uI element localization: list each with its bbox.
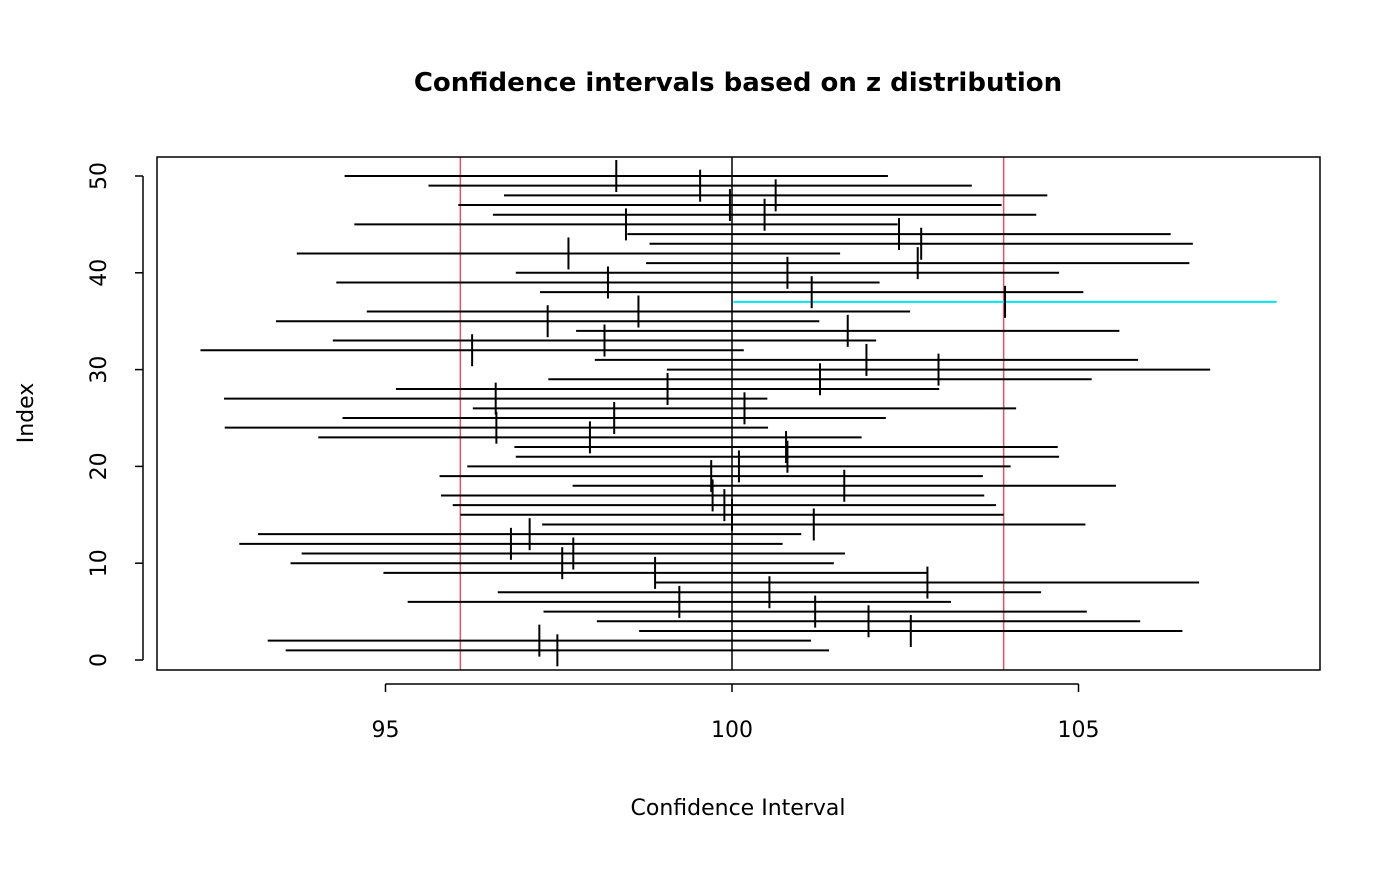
chart-title: Confidence intervals based on z distribu… xyxy=(414,68,1062,98)
y-tick-label: 30 xyxy=(87,356,112,384)
x-tick-label: 105 xyxy=(1058,718,1100,743)
y-axis-label: Index xyxy=(14,383,39,444)
x-tick-label: 100 xyxy=(711,718,753,743)
y-tick-label: 20 xyxy=(87,452,112,480)
y-tick-label: 40 xyxy=(87,259,112,287)
plot-frame xyxy=(156,156,1321,671)
x-tick-label: 95 xyxy=(372,718,400,743)
y-tick-label: 50 xyxy=(87,162,112,190)
y-tick-label: 0 xyxy=(87,653,112,667)
x-axis-label: Confidence Interval xyxy=(631,796,846,821)
y-tick-label: 10 xyxy=(87,549,112,577)
